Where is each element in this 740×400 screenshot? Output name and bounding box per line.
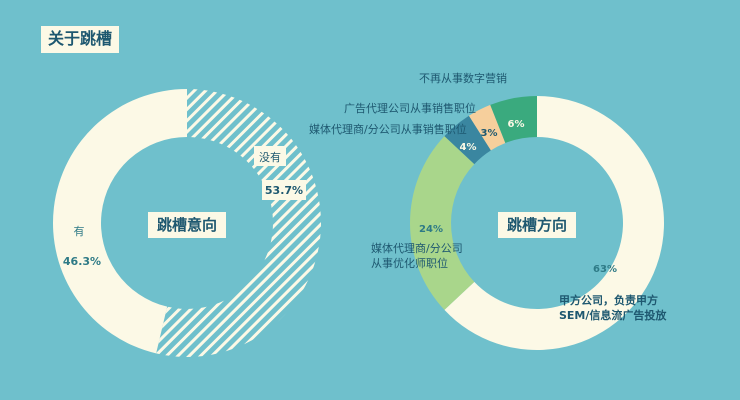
direction-slice-2 <box>444 115 491 165</box>
slice-label-no-value: 53.7% <box>262 180 306 200</box>
page-title: 关于跳槽 <box>41 26 120 53</box>
direction-slice-0 <box>444 96 664 350</box>
direction-slice-4 <box>490 96 537 144</box>
slice-name-optimizer: 媒体代理商/分公司从事优化师职位 <box>371 241 463 270</box>
slice-label-yes-name: 有 <box>74 224 85 238</box>
direction-slice-1 <box>410 136 475 310</box>
intent-slice-1 <box>52 89 187 354</box>
slice-value-optimizer: 24% <box>419 224 443 235</box>
direction-center-label: 跳槽方向 <box>507 216 567 234</box>
intent-center-label: 跳槽意向 <box>157 216 217 234</box>
slice-value-no: 53.7% <box>265 184 303 197</box>
direction-donut-chart <box>410 96 664 350</box>
slice-name-media-sales: 媒体代理商/分公司从事销售职位 <box>309 122 467 136</box>
slice-label-no-name: 没有 <box>259 150 281 164</box>
slice-label-no: 没有 <box>254 146 286 166</box>
slice-value-quit: 6% <box>508 119 525 130</box>
slice-value-yes: 46.3% <box>63 255 101 268</box>
direction-center-label-box: 跳槽方向 <box>498 212 576 238</box>
slice-value-media-sales: 4% <box>460 142 477 153</box>
slice-value-party-a: 63% <box>593 264 617 275</box>
slice-value-agency-sales: 3% <box>481 128 498 139</box>
direction-slice-3 <box>468 104 506 151</box>
slice-name-quit: 不再从事数字营销 <box>419 71 507 85</box>
intent-center-label-box: 跳槽意向 <box>148 212 226 238</box>
slice-name-agency-sales: 广告代理公司从事销售职位 <box>344 101 476 115</box>
slice-name-party-a: 甲方公司，负责甲方 SEM/信息流广告投放 <box>559 293 667 322</box>
